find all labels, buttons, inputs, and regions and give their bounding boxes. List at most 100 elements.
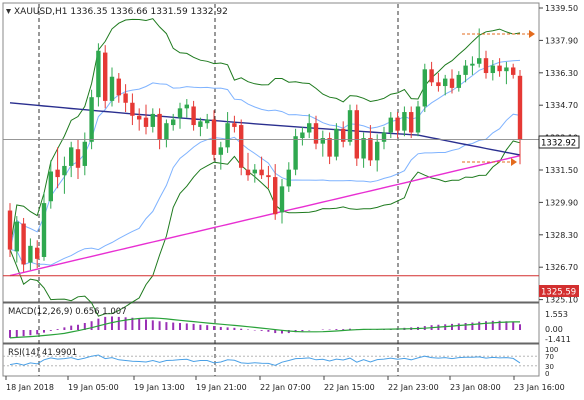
candle-bearish — [429, 69, 434, 83]
candlestick-series — [7, 28, 523, 272]
symbol-label: XAUUSD,H1 1336.35 1336.66 1331.59 1332.9… — [14, 7, 228, 17]
candle-bullish — [177, 108, 183, 118]
macd-axis-label: -1.411 — [545, 335, 571, 344]
moving-average-magenta-line — [9, 155, 521, 277]
candle-bearish — [395, 117, 400, 131]
candle-bullish — [307, 123, 312, 133]
current-price-tag: 1332.92 — [541, 139, 576, 149]
day-separator-lines — [38, 4, 399, 376]
price-axis-label: 1325.10 — [545, 296, 578, 305]
macd-indicator: 1.553 0.00-1.411 — [9, 310, 571, 344]
candle-bearish — [191, 106, 196, 126]
candle-bullish — [456, 74, 461, 88]
time-axis-label: 19 Jan 21:00 — [196, 383, 247, 392]
current-price-tag-bg — [538, 135, 580, 149]
candle-bullish — [477, 58, 482, 64]
candle-bullish — [286, 169, 291, 187]
rsi-axis-label: 0 — [545, 370, 549, 378]
candle-bearish — [35, 247, 40, 259]
candle-bearish — [245, 169, 251, 176]
indicator-lines — [9, 18, 521, 317]
candle-bullish — [347, 110, 353, 142]
price-levels — [3, 30, 539, 277]
price-axis-label: 1334.70 — [545, 101, 578, 110]
macd-axis-label: 0.00 — [545, 325, 563, 334]
upper-arrow-head-icon — [529, 30, 535, 38]
candle-bearish — [123, 93, 128, 103]
time-axis-label: 19 Jan 05:00 — [68, 383, 119, 392]
candle-bullish — [415, 106, 421, 133]
candle-bullish — [443, 78, 448, 87]
candle-bearish — [55, 169, 60, 178]
price-axis-label: 1328.30 — [545, 231, 578, 240]
price-axis-label: 1339.50 — [545, 4, 578, 13]
time-axis-label: 22 Jan 23:00 — [388, 383, 439, 392]
candle-bearish — [75, 149, 81, 168]
macd-axis-label: 1.553 — [545, 310, 568, 319]
candle-bearish — [327, 138, 332, 157]
price-axis-label: 1329.90 — [545, 198, 578, 207]
candle-bearish — [368, 138, 373, 161]
candle-bullish — [205, 119, 210, 124]
candle-bullish — [69, 147, 74, 166]
time-axis-label: 22 Jan 15:00 — [324, 383, 375, 392]
rsi-axis-label: 100 — [545, 346, 558, 354]
candle-bullish — [14, 221, 19, 252]
support-level-tag: 1325.59 — [541, 288, 576, 298]
candle-bullish — [109, 76, 115, 101]
candle-bullish — [463, 65, 468, 75]
candle-bullish — [422, 69, 427, 107]
candle-bearish — [273, 177, 278, 215]
candle-bearish — [239, 125, 244, 168]
time-axis-label: 23 Jan 08:00 — [450, 383, 501, 392]
time-axis-label: 23 Jan 16:00 — [514, 383, 565, 392]
candle-bullish — [361, 138, 366, 159]
candle-bullish — [300, 132, 305, 139]
support-level-tag-bg — [539, 285, 579, 297]
bollinger-lower-inner-line — [9, 113, 521, 266]
time-axis-label: 22 Jan 07:00 — [260, 383, 311, 392]
time-axis: 18 Jan 2018 19 Jan 05:00 19 Jan 13:00 19 Ja… — [5, 376, 565, 392]
candle-bearish — [341, 128, 346, 142]
rsi-label: RSI(14) 41.9901 — [8, 348, 77, 358]
candle-bearish — [436, 82, 441, 87]
candle-bullish — [225, 123, 230, 148]
macd-signal-line — [9, 317, 521, 339]
candle-bearish — [517, 75, 523, 140]
candle-bearish — [449, 78, 455, 88]
candle-bullish — [375, 141, 380, 161]
rsi-line — [9, 354, 521, 366]
candle-bearish — [130, 102, 135, 116]
bollinger-lower-outer-line — [9, 140, 521, 317]
candle-bullish — [252, 169, 257, 174]
price-axis-label: 1337.90 — [545, 36, 578, 45]
rsi-axis-label: 30 — [545, 363, 554, 371]
candle-bullish — [504, 67, 509, 72]
candle-bullish — [82, 141, 87, 166]
candle-bullish — [184, 104, 189, 109]
candle-bullish — [28, 245, 33, 263]
candle-bearish — [483, 58, 489, 74]
candle-bullish — [470, 63, 475, 66]
candle-bullish — [164, 123, 169, 140]
candle-bullish — [41, 203, 47, 257]
lower-arrow-head-icon — [511, 158, 517, 166]
candle-bearish — [103, 52, 108, 101]
candle-bullish — [334, 128, 339, 157]
price-axis-label: 1336.30 — [545, 69, 578, 78]
candle-bullish — [48, 171, 53, 202]
price-axis-label: 1331.50 — [545, 166, 578, 175]
candle-bullish — [490, 65, 495, 74]
rsi-panel-frame — [2, 343, 540, 377]
candle-bearish — [313, 123, 319, 144]
time-axis-label: 19 Jan 13:00 — [134, 383, 185, 392]
candle-bullish — [381, 132, 387, 142]
candle-bullish — [171, 119, 176, 126]
collapse-triangle-icon[interactable] — [6, 9, 11, 14]
price-axis: 1339.501337.901336.301334.701333.101331.… — [539, 4, 578, 305]
candle-bearish — [143, 117, 149, 127]
candle-bearish — [259, 169, 264, 176]
candle-bullish — [218, 147, 223, 155]
